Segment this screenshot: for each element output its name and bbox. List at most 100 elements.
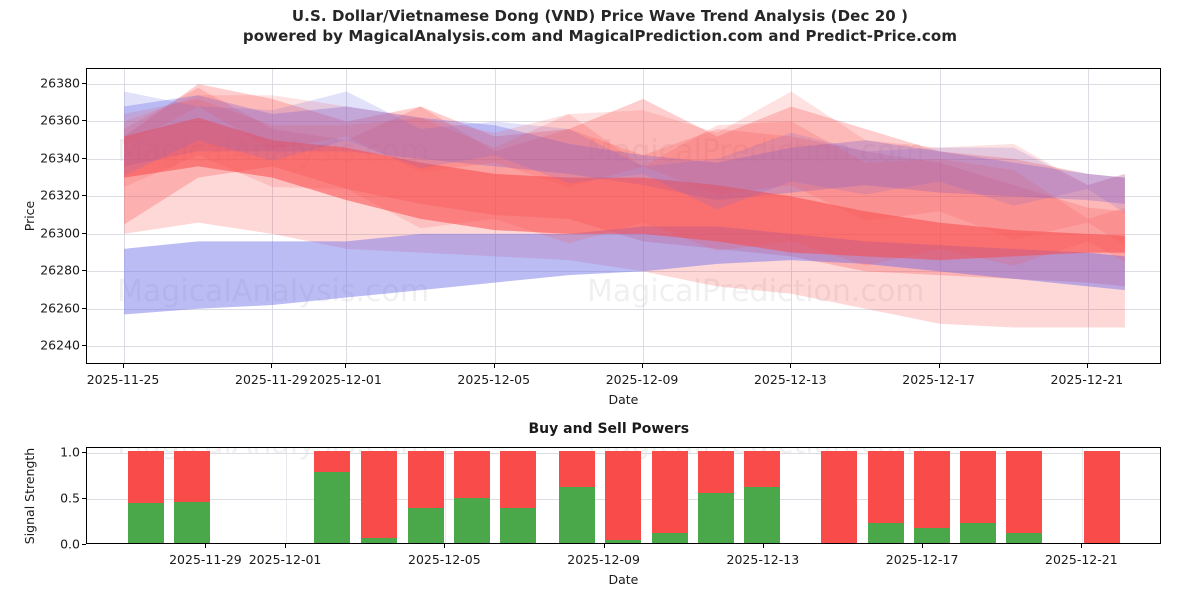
signal-bar[interactable]	[605, 448, 642, 543]
x-tick-mark	[1081, 544, 1083, 548]
price-y-tick-label: 26280	[40, 262, 80, 278]
price-x-axis-label: Date	[608, 392, 639, 407]
price-y-axis-label: Price	[22, 200, 37, 232]
sell-power-segment	[821, 450, 858, 543]
buy-power-segment	[744, 486, 781, 543]
sell-power-segment	[407, 450, 444, 508]
sell-power-segment	[605, 450, 642, 541]
sell-power-segment	[500, 450, 537, 508]
signal-bar[interactable]	[174, 448, 211, 543]
buy-power-segment	[1006, 532, 1043, 543]
buy-sell-x-tick-label: 2025-11-29	[169, 552, 242, 567]
signal-bar[interactable]	[453, 448, 490, 543]
gridline	[1082, 448, 1084, 543]
sell-power-segment	[697, 450, 734, 494]
sell-power-segment	[960, 450, 997, 523]
signal-bar[interactable]	[361, 448, 398, 543]
gridline	[87, 83, 1160, 85]
signal-bar[interactable]	[697, 448, 734, 543]
x-tick-mark	[271, 364, 273, 368]
gridline	[87, 308, 1160, 310]
x-tick-mark	[345, 364, 347, 368]
wave-band	[124, 117, 1125, 261]
gridline	[87, 346, 1160, 348]
x-tick-mark	[603, 544, 605, 548]
price-x-tick-label: 2025-11-29	[235, 372, 308, 387]
buy-power-segment	[960, 522, 997, 543]
sell-power-segment	[453, 450, 490, 498]
sell-power-segment	[867, 450, 904, 523]
price-wave-bands	[124, 83, 1125, 328]
signal-bar[interactable]	[651, 448, 688, 543]
signal-bar[interactable]	[500, 448, 537, 543]
buy-sell-x-tick-label: 2025-12-09	[567, 552, 640, 567]
wave-band-overlay	[124, 98, 1125, 246]
buy-power-segment	[559, 486, 596, 543]
y-tick-mark	[82, 307, 86, 309]
signal-bar[interactable]	[744, 448, 781, 543]
x-tick-mark	[444, 544, 446, 548]
x-tick-mark	[790, 364, 792, 368]
sell-power-segment	[1006, 450, 1043, 533]
x-tick-mark	[642, 364, 644, 368]
gridline	[445, 448, 447, 543]
x-tick-mark	[1086, 364, 1088, 368]
signal-bar[interactable]	[128, 448, 165, 543]
buy-power-segment	[314, 471, 351, 543]
signal-bar[interactable]	[867, 448, 904, 543]
y-tick-mark	[82, 120, 86, 122]
price-y-tick-label: 26300	[40, 225, 80, 241]
y-tick-mark	[82, 544, 86, 545]
y-tick-mark	[82, 270, 86, 272]
signal-y-tick-label: 1.0	[60, 444, 80, 460]
buy-power-segment	[174, 502, 211, 543]
x-tick-mark	[493, 364, 495, 368]
gridline	[346, 69, 348, 363]
x-tick-mark	[938, 364, 940, 368]
signal-bar[interactable]	[913, 448, 950, 543]
buy-power-segment	[407, 507, 444, 543]
price-y-tick-label: 26260	[40, 300, 80, 316]
gridline	[87, 233, 1160, 235]
buy-power-segment	[500, 507, 537, 543]
signal-bar[interactable]	[1006, 448, 1043, 543]
signal-bar[interactable]	[559, 448, 596, 543]
sell-power-segment	[314, 450, 351, 472]
price-x-tick-label: 2025-12-09	[605, 372, 679, 387]
price-x-tick-label: 2025-12-21	[1050, 372, 1124, 387]
buy-sell-x-axis-label: Date	[608, 572, 639, 587]
page-title: U.S. Dollar/Vietnamese Dong (VND) Price …	[291, 7, 909, 25]
signal-y-tick-label: 0.5	[60, 490, 80, 506]
signal-bar[interactable]	[821, 448, 858, 543]
price-y-tick-label: 26360	[40, 112, 80, 128]
signal-bar[interactable]	[960, 448, 997, 543]
price-x-tick-label: 2025-12-17	[902, 372, 975, 387]
signal-bar[interactable]	[1083, 448, 1120, 543]
buy-sell-x-tick-label: 2025-12-05	[408, 552, 481, 567]
gridline	[272, 69, 274, 363]
gridline	[1087, 69, 1089, 363]
page-subtitle: powered by MagicalAnalysis.com and Magic…	[242, 27, 958, 45]
gridline	[87, 158, 1160, 160]
buy-power-segment	[651, 532, 688, 543]
x-tick-mark	[762, 544, 764, 548]
x-tick-mark	[205, 544, 207, 548]
buy-power-segment	[697, 493, 734, 543]
signal-bar[interactable]	[314, 448, 351, 543]
y-tick-mark	[82, 232, 86, 234]
wave-band-overlay	[124, 91, 1125, 214]
price-wave-plot: MagicalAnalysis.comMagicalPrediction.com…	[86, 68, 1161, 364]
signal-bar[interactable]	[407, 448, 444, 543]
x-tick-mark	[285, 544, 287, 548]
price-x-tick-label: 2025-11-25	[86, 372, 160, 387]
buy-power-segment	[605, 540, 642, 543]
buy-sell-x-tick-label: 2025-12-17	[885, 552, 959, 567]
x-tick-mark	[922, 544, 924, 548]
price-y-tick-label: 26320	[40, 187, 80, 203]
buy-sell-x-tick-label: 2025-12-21	[1045, 552, 1118, 567]
sell-power-segment	[651, 450, 688, 533]
gridline	[87, 271, 1160, 273]
x-tick-mark	[123, 364, 125, 368]
